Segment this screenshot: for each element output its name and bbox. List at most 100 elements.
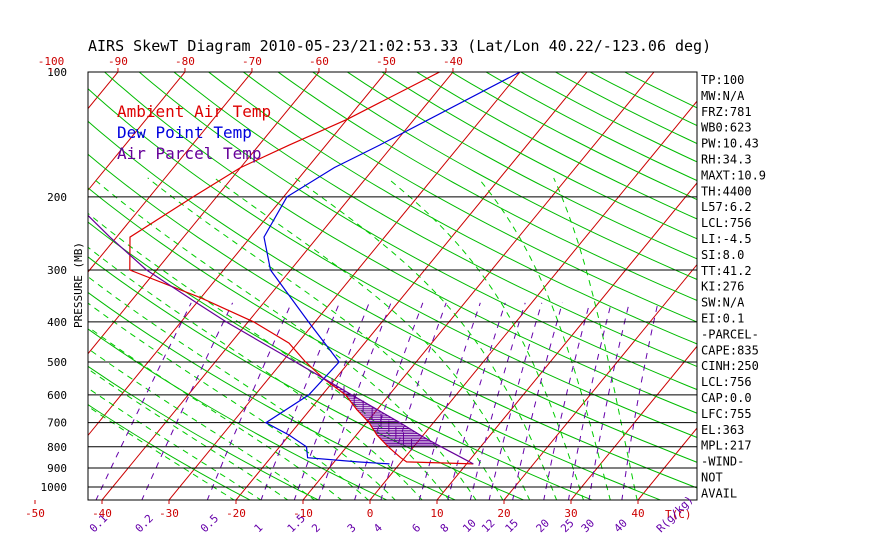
- dry-adiabat: [554, 72, 697, 145]
- x-axis-unit-label: T(C): [665, 508, 692, 521]
- air-parcel-temp-line: [88, 214, 474, 465]
- mixing-ratio-line: [318, 302, 392, 500]
- mixing-ratio-line: [543, 302, 591, 500]
- top-temperature-tick-label: -40: [443, 55, 463, 68]
- bottom-temperature-tick-label: 10: [430, 507, 443, 520]
- mixing-ratio-line: [260, 302, 340, 500]
- stat-entry: TP:100: [701, 73, 744, 87]
- dry-adiabat: [88, 153, 697, 489]
- pressure-tick-labels: 100 200 300 400 500 600 700 800 900 1000: [41, 66, 68, 494]
- isotherm: [101, 72, 454, 500]
- pressure-tick-label: 700: [47, 417, 67, 430]
- bottom-temperature-tick-label: -20: [226, 507, 246, 520]
- dry-adiabat: [88, 221, 594, 500]
- mixing-ratio-line: [447, 302, 506, 500]
- stat-entry: LCL:756: [701, 375, 752, 389]
- dry-adiabat: [485, 72, 697, 182]
- dry-adiabat: [88, 256, 525, 500]
- isotherm: [302, 72, 655, 500]
- dry-adiabat: [138, 72, 697, 391]
- top-temperature-tick-label: -50: [376, 55, 396, 68]
- stat-entry: MW:N/A: [701, 89, 745, 103]
- dry-adiabat: [381, 72, 697, 240]
- stat-entry: PW:10.43: [701, 137, 759, 151]
- moist-adiabat: [88, 212, 450, 500]
- stat-entry: NOT: [701, 471, 723, 485]
- moist-adiabat: [214, 177, 531, 500]
- stat-entry: CAPE:835: [701, 343, 759, 357]
- sounding-series: [88, 72, 521, 465]
- legend: Ambient Air Temp Dew Point Temp Air Parc…: [117, 102, 271, 163]
- mixing-ratio-line: [567, 302, 612, 500]
- moist-adiabat: [147, 177, 504, 500]
- stat-entry: TT:41.2: [701, 264, 752, 278]
- legend-air-parcel-temp: Air Parcel Temp: [117, 144, 262, 163]
- mixing-ratio-line: [469, 302, 526, 500]
- dry-adiabat: [88, 328, 388, 500]
- stat-entry: -PARCEL-: [701, 327, 759, 341]
- top-temperature-tick-label: -90: [108, 55, 128, 68]
- isotherm: [88, 72, 320, 355]
- stat-entry: WB0:623: [701, 121, 752, 135]
- stability-indices-panel: TP:100 MW:N/A FRZ:781 WB0:623 PW:10.43 RH:34.…: [701, 73, 766, 500]
- stat-entry: SW:N/A: [701, 296, 745, 310]
- mixing-ratio-line: [206, 302, 292, 500]
- stat-entry: CAP:0.0: [701, 391, 752, 405]
- stat-entry: -WIND-: [701, 455, 744, 469]
- stat-entry: LFC:755: [701, 407, 752, 421]
- dry-adiabat: [88, 365, 320, 500]
- dry-adiabat: [88, 88, 697, 439]
- bottom-temperature-tick-label: -50: [25, 507, 45, 520]
- pressure-tick-label: 800: [47, 441, 67, 454]
- pressure-tick-label: 900: [47, 462, 67, 475]
- dry-adiabat: [88, 120, 697, 463]
- mixing-ratio-line: [588, 302, 630, 500]
- dry-adiabat: [346, 72, 697, 260]
- dry-adiabat: [88, 404, 252, 500]
- isotherm: [88, 72, 186, 192]
- bottom-temperature-tick-label: -10: [293, 507, 313, 520]
- pressure-tick-label: 600: [47, 389, 67, 402]
- moist-adiabat: [88, 276, 396, 500]
- stat-entry: FRZ:781: [701, 105, 752, 119]
- bottom-temperature-tick-label: 0: [367, 507, 374, 520]
- stat-entry: MAXT:10.9: [701, 168, 766, 182]
- top-temperature-tick-label: -60: [309, 55, 329, 68]
- background-lines: [88, 72, 697, 500]
- dry-adiabat: [450, 72, 697, 201]
- moist-adiabat: [88, 246, 423, 500]
- pressure-tick-label: 200: [47, 191, 67, 204]
- bottom-temperature-ticks: -50 -40 -30 -20 -10 0 10 20 30 40: [25, 500, 645, 520]
- moist-adiabat: [477, 177, 611, 500]
- moist-adiabat: [553, 177, 638, 500]
- y-axis-label: PRESSURE (MB): [72, 242, 85, 328]
- dew-point-temp-line: [263, 72, 521, 465]
- stat-entry: EI:0.1: [701, 312, 744, 326]
- stat-entry: CINH:250: [701, 359, 759, 373]
- top-temperature-tick-label: -100: [38, 55, 65, 68]
- moist-adiabat: [92, 177, 477, 500]
- ambient-air-temp-line: [129, 72, 474, 465]
- mixing-ratio-line: [293, 302, 370, 500]
- mixing-ratio-line: [621, 302, 659, 500]
- moist-adiabat: [88, 368, 289, 500]
- mixing-ratio-line: [141, 302, 234, 500]
- bottom-temperature-tick-label: 30: [564, 507, 577, 520]
- pressure-tick-label: 500: [47, 356, 67, 369]
- plot-frame: [87, 71, 698, 501]
- isotherm: [168, 72, 521, 500]
- isotherm: [88, 72, 253, 273]
- dry-adiabat: [103, 72, 697, 414]
- stat-entry: RH:34.3: [701, 153, 752, 167]
- pressure-tick-label: 100: [47, 66, 67, 79]
- chart-title: AIRS SkewT Diagram 2010-05-23/21:02:53.3…: [88, 37, 711, 55]
- dry-adiabat: [173, 72, 697, 368]
- stat-entry: AVAIL: [701, 486, 737, 500]
- stat-entry: LI:-4.5: [701, 232, 752, 246]
- top-temperature-tick-label: -70: [242, 55, 262, 68]
- isotherm: [436, 182, 697, 500]
- mixing-ratio-line: [380, 302, 447, 500]
- bottom-temperature-tick-label: 40: [631, 507, 644, 520]
- mixing-ratio-line: [418, 302, 481, 500]
- stat-entry: MPL:217: [701, 439, 752, 453]
